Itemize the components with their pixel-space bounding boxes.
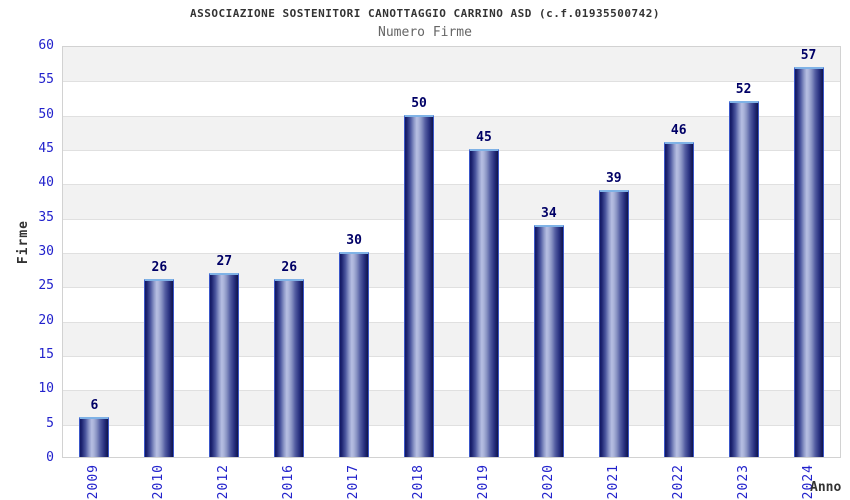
gridline <box>63 184 840 186</box>
bar-value-label: 30 <box>346 233 362 248</box>
gridline <box>63 218 840 220</box>
x-tick-label: 2012 <box>216 464 232 500</box>
y-tick-label: 30 <box>38 244 54 259</box>
y-tick-label: 60 <box>38 38 54 53</box>
bar-2019 <box>468 149 499 457</box>
x-axis-title: Anno <box>810 480 842 495</box>
x-tick-label: 2018 <box>411 464 427 500</box>
bar-2020 <box>533 224 564 457</box>
chart-subtitle: Numero Firme <box>378 25 472 40</box>
bar-2010 <box>144 279 175 457</box>
grid-band <box>63 287 840 322</box>
grid-band <box>63 184 840 219</box>
gridline <box>63 115 840 117</box>
y-tick-label: 20 <box>38 312 54 328</box>
gridline <box>63 390 840 392</box>
bar-2009 <box>79 416 110 457</box>
bar-2023 <box>728 100 759 457</box>
bar-2016 <box>274 279 305 457</box>
x-tick-label: 2020 <box>540 464 556 500</box>
bar-2021 <box>598 190 629 457</box>
gridline <box>63 287 840 289</box>
y-tick-label: 0 <box>46 450 54 465</box>
gridline <box>63 253 840 254</box>
bar-value-label: 26 <box>151 260 168 276</box>
bar-value-label: 6 <box>90 397 99 413</box>
grid-band <box>63 115 840 150</box>
bar-value-label: 26 <box>281 260 298 276</box>
bar-value-label: 39 <box>605 171 622 187</box>
x-tick-label: 2017 <box>346 464 362 500</box>
grid-band <box>63 390 840 425</box>
bar-value-label: 50 <box>411 95 427 111</box>
x-tick-label: 2019 <box>475 464 491 500</box>
y-tick-label: 25 <box>38 278 54 294</box>
x-tick-label: 2022 <box>670 464 686 500</box>
gridline <box>63 150 840 151</box>
y-tick-label: 10 <box>38 381 54 397</box>
grid-band <box>63 150 840 185</box>
bar-2022 <box>663 142 694 457</box>
grid-band <box>63 321 840 356</box>
grid-band <box>63 218 840 253</box>
bar-value-label: 34 <box>541 205 557 221</box>
gridline <box>63 321 840 323</box>
plot-area <box>62 46 841 458</box>
gridline <box>63 424 840 426</box>
x-tick-label: 2023 <box>735 464 751 500</box>
y-tick-label: 35 <box>38 209 54 225</box>
grid-band <box>63 356 840 391</box>
bar-value-label: 52 <box>735 81 752 97</box>
grid-band <box>63 424 840 457</box>
x-tick-label: 2009 <box>86 464 102 500</box>
gridline <box>63 81 840 83</box>
y-tick-label: 50 <box>38 106 54 122</box>
chart-title: ASSOCIAZIONE SOSTENITORI CANOTTAGGIO CAR… <box>189 7 661 20</box>
x-tick-label: 2010 <box>151 464 167 500</box>
bar-value-label: 45 <box>476 130 492 145</box>
y-tick-label: 45 <box>38 141 54 156</box>
bar-2017 <box>339 252 370 457</box>
grid-band <box>63 47 840 82</box>
bar-2018 <box>404 114 435 457</box>
bar-value-label: 57 <box>800 47 817 63</box>
bar-2012 <box>209 272 240 457</box>
grid-band <box>63 253 840 288</box>
y-tick-label: 55 <box>38 72 54 88</box>
x-tick-label: 2016 <box>281 464 297 500</box>
y-tick-label: 40 <box>38 175 54 191</box>
y-tick-label: 5 <box>46 415 54 431</box>
gridline <box>63 356 840 357</box>
bar-2024 <box>793 66 824 457</box>
x-tick-label: 2021 <box>605 464 621 500</box>
bar-value-label: 46 <box>670 123 687 139</box>
grid-band <box>63 81 840 116</box>
y-tick-label: 15 <box>38 347 54 362</box>
bar-value-label: 27 <box>216 253 233 269</box>
